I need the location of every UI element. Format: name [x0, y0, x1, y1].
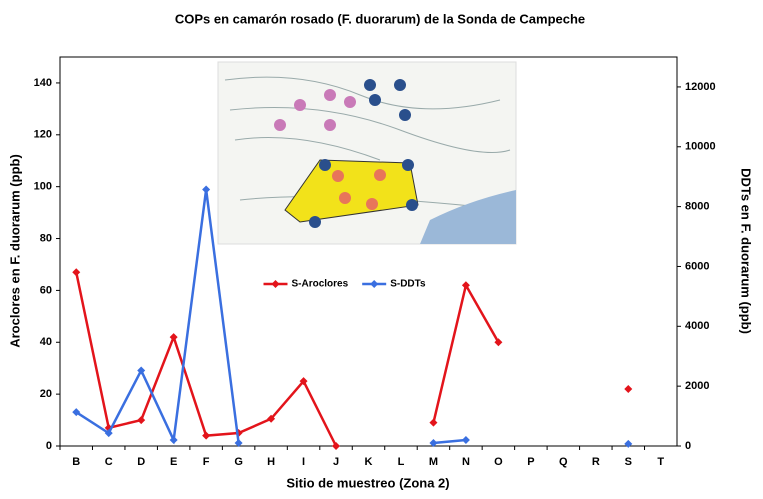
x-axis-label: Sitio de muestreo (Zona 2) — [286, 475, 449, 490]
x-tick-label: F — [203, 456, 210, 468]
x-tick-label: S — [625, 456, 632, 468]
y-tick-label: 0 — [46, 440, 52, 452]
x-tick-label: M — [429, 456, 438, 468]
point — [429, 419, 437, 427]
x-tick-label: K — [365, 456, 373, 468]
y-tick-label: 120 — [34, 129, 52, 141]
y-tick-label: 60 — [40, 284, 52, 296]
x-tick-label: G — [234, 456, 243, 468]
legend-label: S-Aroclores — [292, 279, 349, 290]
y2-tick-label: 0 — [685, 440, 691, 452]
point — [462, 436, 470, 444]
point — [624, 385, 632, 393]
x-tick-label: R — [592, 456, 600, 468]
chart-title: COPs en camarón rosado (F. duorarum) de … — [175, 11, 585, 26]
map-inset — [218, 62, 516, 244]
y2-tick-label: 12000 — [685, 81, 716, 93]
x-tick-label: T — [657, 456, 664, 468]
point — [202, 186, 210, 194]
x-tick-label: Q — [559, 456, 568, 468]
x-tick-label: C — [105, 456, 113, 468]
legend-marker — [272, 280, 280, 288]
x-tick-label: D — [137, 456, 145, 468]
y-tick-label: 140 — [34, 77, 52, 89]
x-tick-label: E — [170, 456, 177, 468]
chart: COPs en camarón rosado (F. duorarum) de … — [0, 0, 763, 494]
y2-axis-label: DDTs en F. duorarum (ppb) — [739, 168, 754, 334]
y2-tick-label: 4000 — [685, 320, 709, 332]
x-tick-label: N — [462, 456, 470, 468]
x-tick-label: P — [527, 456, 534, 468]
legend-label: S-DDTs — [390, 279, 426, 290]
y-axis-label: Aroclores en F. duorarum (ppb) — [7, 154, 22, 348]
x-tick-label: O — [494, 456, 503, 468]
point — [202, 432, 210, 440]
series-line — [76, 272, 628, 446]
x-tick-label: J — [333, 456, 339, 468]
point — [624, 440, 632, 448]
y2-tick-label: 6000 — [685, 260, 709, 272]
point — [72, 268, 80, 276]
y2-tick-label: 2000 — [685, 380, 709, 392]
point — [170, 436, 178, 444]
point — [170, 333, 178, 341]
y-tick-label: 80 — [40, 232, 52, 244]
x-tick-label: B — [72, 456, 80, 468]
y-tick-label: 100 — [34, 181, 52, 193]
y2-tick-label: 10000 — [685, 141, 716, 153]
x-tick-label: L — [398, 456, 405, 468]
y2-tick-label: 8000 — [685, 201, 709, 213]
y-tick-label: 40 — [40, 336, 52, 348]
legend-marker — [370, 280, 378, 288]
point — [137, 416, 145, 424]
y-tick-label: 20 — [40, 388, 52, 400]
x-tick-label: I — [302, 456, 305, 468]
x-tick-label: H — [267, 456, 275, 468]
